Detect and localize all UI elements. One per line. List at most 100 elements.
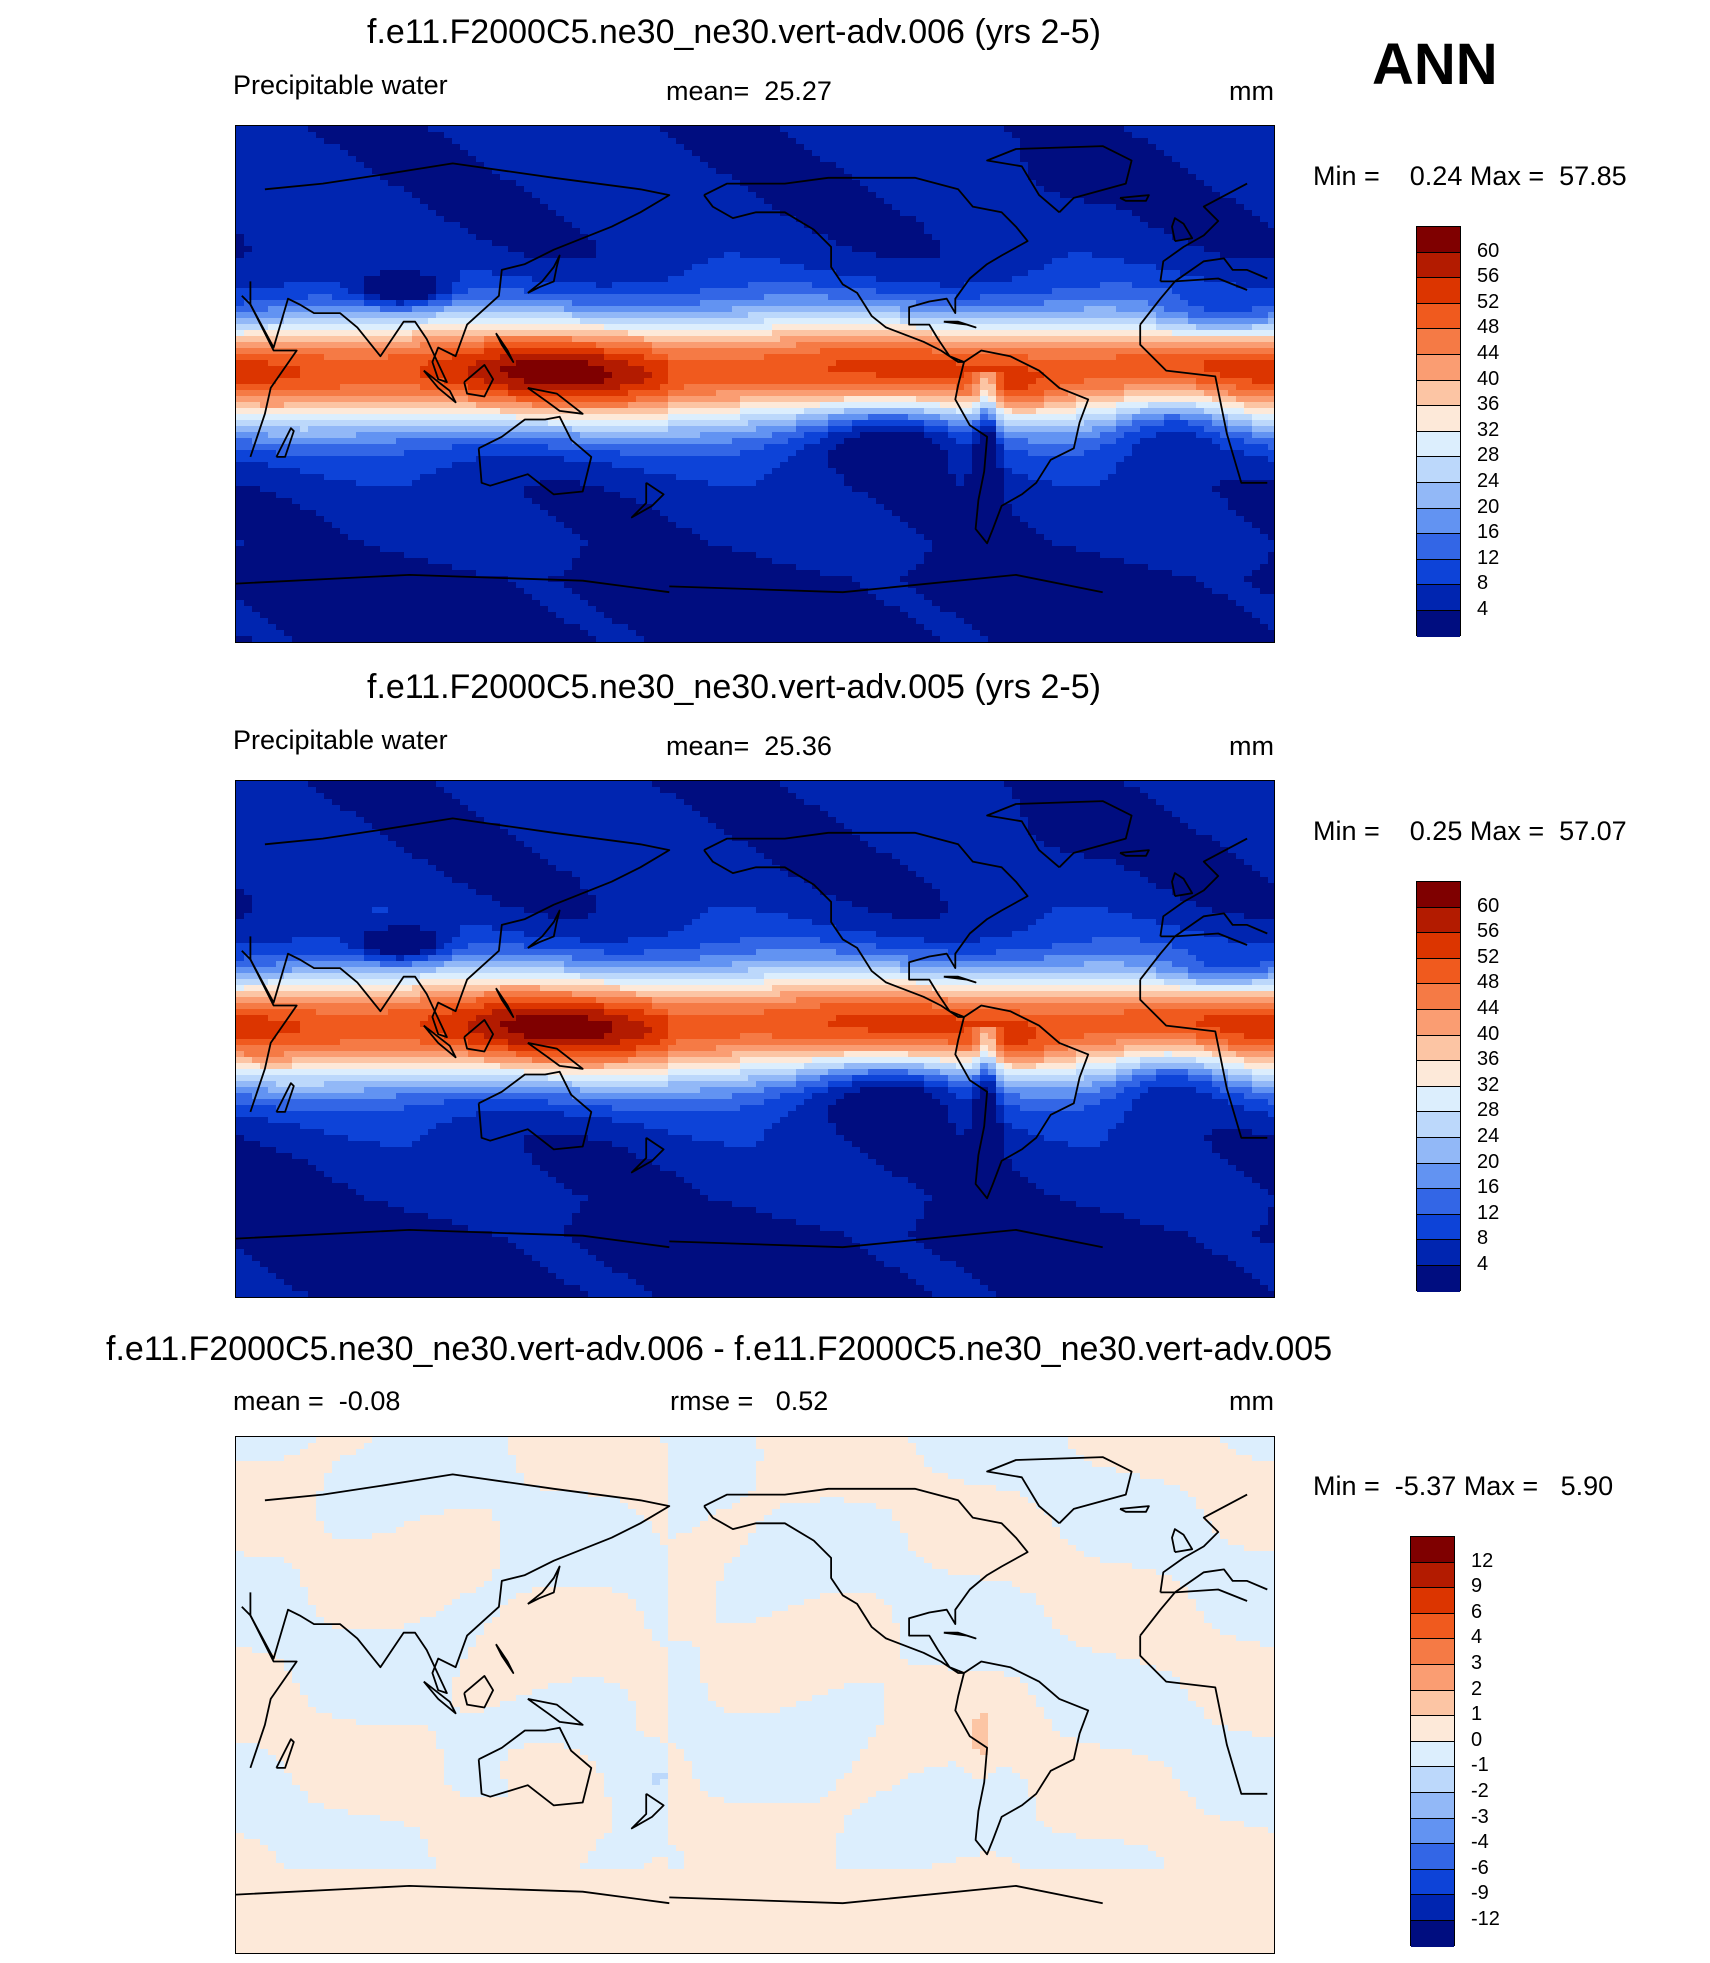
coastline-namerica: [703, 176, 1029, 363]
colorbar-tick-label: 48: [1477, 972, 1499, 992]
coastline-madagascar: [275, 1738, 295, 1769]
coastline-japan: [527, 1565, 561, 1605]
colorbar-tick-label: 56: [1477, 266, 1499, 286]
coastline-newguinea: [527, 1698, 584, 1726]
panel-1-minmax-label: Min = 0.24 Max = 57.85: [1313, 163, 1627, 190]
colorbar-swatch: [1417, 1035, 1460, 1062]
coastline-philippines: [495, 1643, 515, 1674]
colorbar-tick-label: 16: [1477, 1177, 1499, 1197]
colorbar-tick-label: 8: [1477, 1228, 1488, 1248]
colorbar-tick-label: 28: [1477, 445, 1499, 465]
coastline-nz: [630, 1137, 665, 1174]
coastline-japan: [527, 909, 561, 949]
panel-1-title: f.e11.F2000C5.ne30_ne30.vert-adv.006 (yr…: [367, 15, 1101, 49]
panel-3-title: f.e11.F2000C5.ne30_ne30.vert-adv.006 - f…: [106, 1332, 1332, 1366]
colorbar-swatch: [1411, 1767, 1454, 1793]
panel-1-units-label: mm: [1229, 78, 1274, 105]
colorbar-swatch: [1417, 431, 1460, 458]
coastlines: [236, 1456, 1268, 1905]
colorbar-swatch: [1417, 1137, 1460, 1164]
colorbar-swatches: [1416, 881, 1461, 1292]
panel-3-rmse-label: rmse = 0.52: [670, 1388, 828, 1415]
panel-3-minmax-label: Min = -5.37 Max = 5.90: [1313, 1473, 1613, 1500]
panel-2-title: f.e11.F2000C5.ne30_ne30.vert-adv.005 (yr…: [367, 670, 1101, 704]
colorbar-tick-label: 12: [1477, 1203, 1499, 1223]
colorbar-swatch: [1411, 1741, 1454, 1768]
colorbar-tick-label: 36: [1477, 394, 1499, 414]
colorbar-swatch: [1417, 907, 1460, 934]
coastline-borneo: [463, 1019, 494, 1053]
coastline-cuba: [943, 975, 977, 984]
colorbar-swatch: [1417, 1009, 1460, 1036]
colorbar-tick-label: 56: [1477, 921, 1499, 941]
coastline-uk: [1171, 217, 1194, 242]
colorbar-swatch: [1417, 1240, 1460, 1266]
coastline-sumatra: [423, 369, 457, 404]
colorbar-tick-label: 60: [1477, 896, 1499, 916]
field-cells: [236, 781, 1274, 1297]
coastline-namerica: [703, 831, 1029, 1018]
colorbar-tick-label: 12: [1471, 1551, 1493, 1571]
colorbar-swatch: [1417, 933, 1460, 959]
coastlines: [236, 145, 1268, 594]
coastline-eurasia: [249, 162, 1268, 383]
colorbar-tick-label: 12: [1477, 548, 1499, 568]
panel-2-mean-label: mean= 25.36: [666, 733, 832, 760]
colorbar-tick-label: 24: [1477, 1126, 1499, 1146]
coastline-iceland: [1119, 849, 1150, 857]
colorbar-tick-label: 40: [1477, 369, 1499, 389]
coastline-newguinea: [527, 1042, 584, 1070]
coastline-samerica: [954, 1660, 1090, 1856]
colorbar-tick-label: 9: [1471, 1576, 1482, 1596]
panel-3-units-label: mm: [1229, 1388, 1274, 1415]
colorbar-swatch: [1411, 1537, 1454, 1563]
coastline-cuba: [943, 1631, 977, 1640]
coastline-newguinea: [527, 387, 584, 415]
coastline-samerica: [954, 1004, 1090, 1200]
contour-field: [236, 781, 1274, 1297]
coastline-sumatra: [423, 1024, 457, 1059]
coastline-namerica: [703, 1487, 1029, 1674]
colorbar-swatch: [1417, 1061, 1460, 1087]
contour-field: [236, 1437, 1274, 1953]
colorbar-tick-label: 4: [1477, 1254, 1488, 1274]
colorbar-tick-label: -3: [1471, 1807, 1489, 1827]
colorbar-tick-label: -4: [1471, 1832, 1489, 1852]
panel-1-variable-label: Precipitable water: [233, 72, 448, 99]
colorbar-swatch: [1417, 958, 1460, 985]
colorbar-swatch: [1417, 457, 1460, 483]
colorbar-swatch: [1417, 1189, 1460, 1215]
coastline-nz: [630, 1793, 665, 1830]
colorbar-tick-label: 24: [1477, 471, 1499, 491]
coastline-greenland: [986, 1456, 1133, 1524]
colorbar-swatch: [1417, 534, 1460, 560]
coastline-sumatra: [423, 1680, 457, 1715]
colorbar-swatch: [1417, 1214, 1460, 1241]
colorbar-swatch: [1411, 1588, 1454, 1614]
colorbar-tick-label: 16: [1477, 522, 1499, 542]
colorbar-tick-label: 60: [1477, 241, 1499, 261]
colorbar-swatch: [1417, 227, 1460, 253]
coastlines: [236, 800, 1268, 1249]
colorbar-swatch: [1417, 1265, 1460, 1292]
colorbar-swatch: [1417, 1086, 1460, 1113]
coastline-madagascar: [275, 1082, 295, 1113]
panel-3-mean-label: mean = -0.08: [233, 1388, 400, 1415]
colorbar-swatch: [1417, 882, 1460, 908]
colorbar-swatch: [1411, 1613, 1454, 1640]
colorbar-swatch: [1417, 329, 1460, 355]
colorbar-swatch: [1417, 508, 1460, 535]
colorbar-tick-label: 20: [1477, 497, 1499, 517]
colorbar-tick-label: 28: [1477, 1100, 1499, 1120]
colorbar-swatches: [1416, 226, 1461, 637]
colorbar-tick-label: -1: [1471, 1755, 1489, 1775]
coastline-samerica: [954, 349, 1090, 545]
field-cells: [236, 1437, 1274, 1953]
coastline-australia: [477, 1070, 593, 1151]
coastline-nz: [630, 482, 665, 519]
colorbar-tick-label: 44: [1477, 343, 1499, 363]
colorbar-swatch: [1411, 1690, 1454, 1717]
panel-1-mean-label: mean= 25.27: [666, 78, 832, 105]
colorbar-tick-label: 4: [1471, 1627, 1482, 1647]
colorbar-tick-label: 44: [1477, 998, 1499, 1018]
